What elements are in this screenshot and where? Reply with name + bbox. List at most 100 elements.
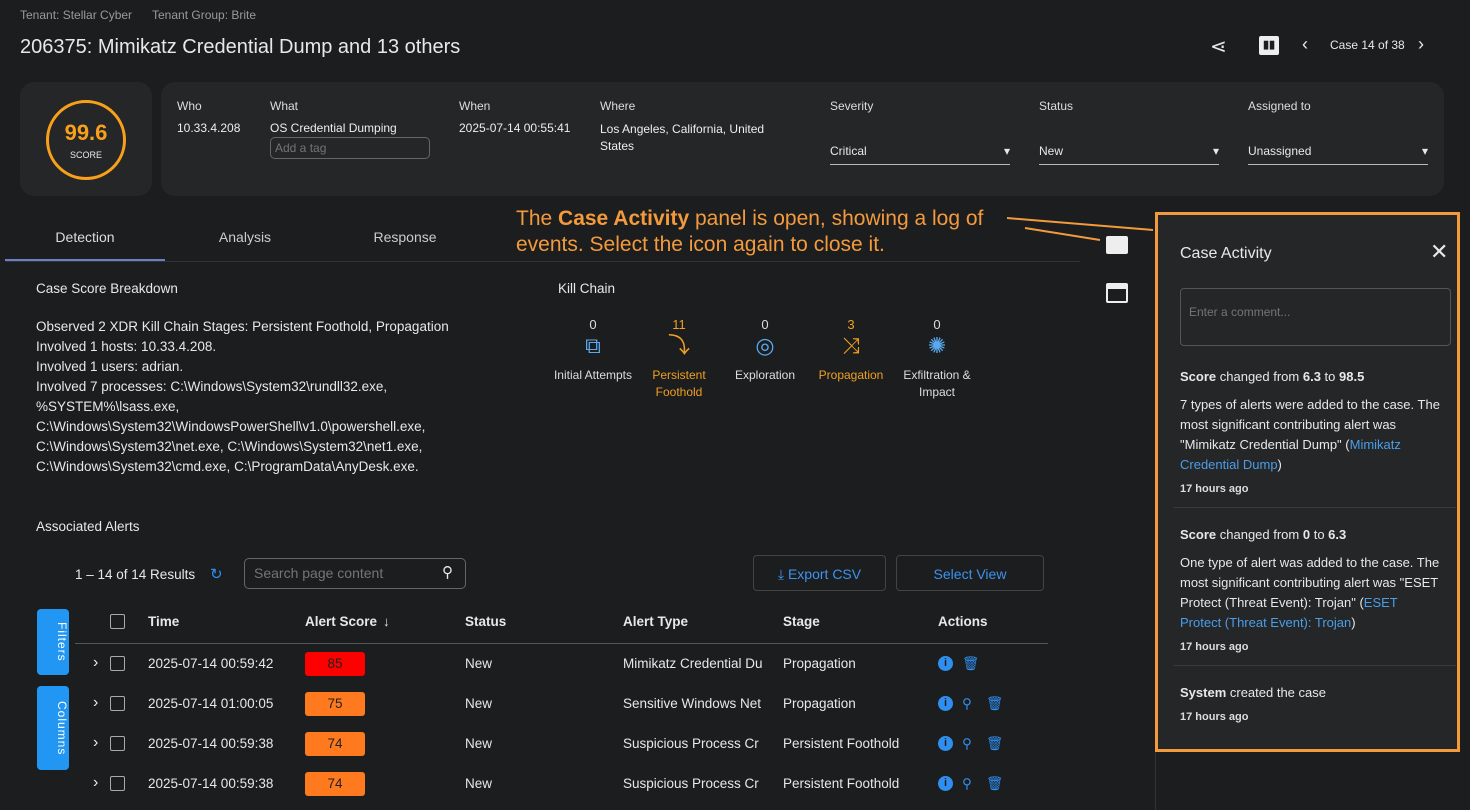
search-icon[interactable]: ⚲ (962, 696, 972, 711)
results-count: 1 – 14 of 14 Results (75, 567, 196, 582)
trash-icon[interactable]: 🗑 (962, 656, 980, 671)
trash-icon[interactable]: 🗑 (986, 776, 1004, 791)
tenant-group: Tenant Group: Brite (152, 8, 257, 22)
filters-button[interactable]: Filters (37, 609, 69, 675)
search-icon[interactable]: ⚲ (442, 564, 453, 581)
trash-icon[interactable]: 🗑 (986, 736, 1004, 751)
col-status[interactable]: Status (465, 614, 507, 629)
alert-time: 2025-07-14 01:00:05 (148, 696, 274, 711)
tab-divider (5, 261, 1080, 262)
shuffle-arrows-icon: ⤨ (842, 333, 860, 358)
status-value: New (1039, 144, 1064, 158)
alert-type: Mimikatz Credential Du (623, 656, 763, 671)
sort-down-icon[interactable]: ↓ (383, 614, 390, 629)
activity-item: Score changed from 6.3 to 98.5 7 types o… (1180, 367, 1442, 495)
stage-label: Exfiltration & Impact (903, 368, 971, 399)
where-label: Where (600, 99, 636, 113)
comment-input[interactable] (1180, 288, 1451, 346)
alert-score-badge: 74 (305, 772, 365, 796)
status-select[interactable]: New ▾ (1039, 144, 1219, 165)
table-row[interactable]: › 2025-07-14 00:59:38 74 New Suspicious … (90, 724, 1050, 764)
refresh-icon[interactable]: ↻ (210, 566, 223, 583)
assigned-label: Assigned to (1248, 99, 1311, 113)
tab-indicator (5, 259, 165, 261)
trash-icon[interactable]: 🗑 (986, 696, 1004, 711)
info-icon[interactable]: i (938, 696, 953, 711)
burst-icon: ✺ (927, 333, 947, 358)
select-view-button[interactable]: Select View (896, 555, 1044, 591)
stage-count: 0 (589, 317, 597, 332)
tag-input[interactable] (270, 137, 430, 159)
chevron-down-icon: ▾ (1003, 144, 1010, 158)
alert-time: 2025-07-14 00:59:42 (148, 656, 274, 671)
archive-icon[interactable] (1106, 283, 1128, 303)
when-value: 2025-07-14 00:55:41 (459, 121, 571, 135)
stage-label: Persistent Foothold (652, 368, 706, 399)
row-checkbox[interactable] (110, 656, 125, 671)
assigned-value: Unassigned (1248, 144, 1312, 158)
table-row[interactable]: › 2025-07-14 00:59:38 74 New Suspicious … (90, 764, 1050, 804)
activity-item: Score changed from 0 to 6.3 One type of … (1180, 525, 1442, 653)
expand-chevron-icon[interactable]: › (93, 694, 99, 711)
alert-link[interactable]: Mimikatz Credential Dump (1180, 437, 1401, 472)
col-alert-score[interactable]: Alert Score (305, 614, 378, 629)
annotation-bold: Case Activity (558, 207, 690, 230)
stage-label: Initial Attempts (553, 368, 633, 382)
stage-propagation[interactable]: 3 ⤨ Propagation (806, 316, 896, 384)
info-icon[interactable]: i (938, 656, 953, 671)
comment-icon[interactable] (1106, 236, 1128, 254)
search-box[interactable]: ⚲ (244, 558, 466, 589)
alert-link[interactable]: ESET Protect (Threat Event): Trojan (1180, 595, 1398, 630)
close-icon[interactable]: ✕ (1430, 239, 1449, 264)
stage-initial-attempts[interactable]: 0 ⧉ Initial Attempts (548, 316, 638, 384)
share-icon[interactable]: ⋖ (1210, 36, 1227, 58)
table-row[interactable]: › 2025-07-14 00:59:42 85 New Mimikatz Cr… (90, 644, 1050, 684)
timestamp: 17 hours ago (1180, 711, 1249, 723)
chevron-down-icon: ▾ (1421, 144, 1428, 158)
page-title: 206375: Mimikatz Credential Dump and 13 … (20, 36, 461, 58)
select-all-checkbox[interactable] (110, 614, 125, 629)
alert-stage: Persistent Foothold (783, 736, 900, 751)
next-case-button[interactable]: › (1418, 34, 1424, 54)
alert-score-badge: 85 (305, 652, 365, 676)
tenant: Tenant: Stellar Cyber (20, 8, 133, 22)
search-input[interactable] (254, 565, 434, 581)
row-checkbox[interactable] (110, 736, 125, 751)
severity-select[interactable]: Critical ▾ (830, 144, 1010, 165)
search-icon[interactable]: ⚲ (962, 736, 972, 751)
table-row[interactable]: › 2025-07-14 01:00:05 75 New Sensitive W… (90, 684, 1050, 724)
tab-detection[interactable]: Detection (55, 229, 115, 245)
tab-response[interactable]: Response (373, 229, 437, 245)
tab-analysis[interactable]: Analysis (218, 229, 272, 245)
stage-persistent-foothold[interactable]: 11 ⤵ Persistent Foothold (634, 316, 724, 401)
col-time[interactable]: Time (148, 614, 180, 629)
col-actions: Actions (938, 614, 988, 629)
stage-exfiltration[interactable]: 0 ✺ Exfiltration & Impact (892, 316, 982, 401)
col-alert-type[interactable]: Alert Type (623, 614, 689, 629)
expand-chevron-icon[interactable]: › (93, 654, 99, 671)
assigned-select[interactable]: Unassigned ▾ (1248, 144, 1428, 165)
columns-button[interactable]: Columns (37, 686, 69, 770)
activity-item: System created the case 17 hours ago (1180, 683, 1442, 723)
col-stage[interactable]: Stage (783, 614, 820, 629)
target-icon: ◎ (755, 333, 775, 358)
export-csv-button[interactable]: ⤓ Export CSV (753, 555, 886, 591)
export-label: Export CSV (787, 566, 862, 582)
panel-edge (1155, 752, 1156, 810)
row-checkbox[interactable] (110, 696, 125, 711)
where-value: Los Angeles, California, United States (600, 122, 765, 153)
row-checkbox[interactable] (110, 776, 125, 791)
prev-case-button[interactable]: ‹ (1302, 34, 1308, 54)
breakdown-line: Observed 2 XDR Kill Chain Stages: Persis… (36, 319, 449, 334)
what-label: What (270, 99, 299, 113)
alert-status: New (465, 736, 493, 751)
info-icon[interactable]: i (938, 736, 953, 751)
expand-chevron-icon[interactable]: › (93, 734, 99, 751)
info-icon[interactable]: i (938, 776, 953, 791)
when-label: When (459, 99, 491, 113)
timestamp: 17 hours ago (1180, 483, 1249, 495)
stage-exploration[interactable]: 0 ◎ Exploration (720, 316, 810, 384)
chart-icon[interactable]: ▮▮ (1259, 36, 1279, 55)
expand-chevron-icon[interactable]: › (93, 774, 99, 791)
search-icon[interactable]: ⚲ (962, 776, 972, 791)
